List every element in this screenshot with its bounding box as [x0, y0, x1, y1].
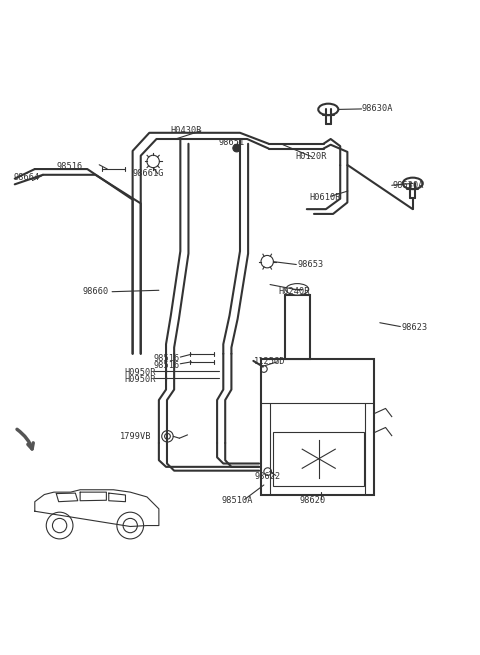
Circle shape	[233, 144, 240, 152]
Text: 98653: 98653	[297, 260, 324, 269]
Text: 98630A: 98630A	[362, 104, 393, 113]
Text: H0950R: H0950R	[124, 368, 156, 377]
Text: 98630A: 98630A	[393, 181, 424, 190]
Text: 98623: 98623	[401, 323, 428, 332]
Text: H0240R: H0240R	[278, 287, 310, 296]
Ellipse shape	[403, 178, 423, 189]
Bar	[262, 360, 373, 495]
Text: 98661G: 98661G	[132, 170, 164, 178]
Text: H0950R: H0950R	[124, 375, 156, 384]
Text: H0610R: H0610R	[309, 193, 341, 202]
Text: 98516: 98516	[56, 162, 83, 171]
Text: 98664: 98664	[13, 173, 39, 181]
Text: 98651: 98651	[218, 138, 245, 147]
Bar	[274, 432, 364, 486]
Text: 1125GD: 1125GD	[254, 358, 286, 366]
Ellipse shape	[286, 284, 309, 295]
Text: 98622: 98622	[254, 472, 281, 481]
Ellipse shape	[318, 103, 338, 115]
Bar	[285, 295, 310, 360]
Text: H0120R: H0120R	[295, 152, 326, 161]
Text: 98510A: 98510A	[222, 496, 253, 505]
Text: H0430R: H0430R	[171, 126, 202, 136]
Text: 98620: 98620	[300, 496, 326, 505]
Text: 98660: 98660	[83, 287, 109, 296]
Text: 98516: 98516	[153, 354, 180, 363]
Text: 1799VB: 1799VB	[120, 432, 151, 441]
Text: 98516: 98516	[153, 361, 180, 370]
